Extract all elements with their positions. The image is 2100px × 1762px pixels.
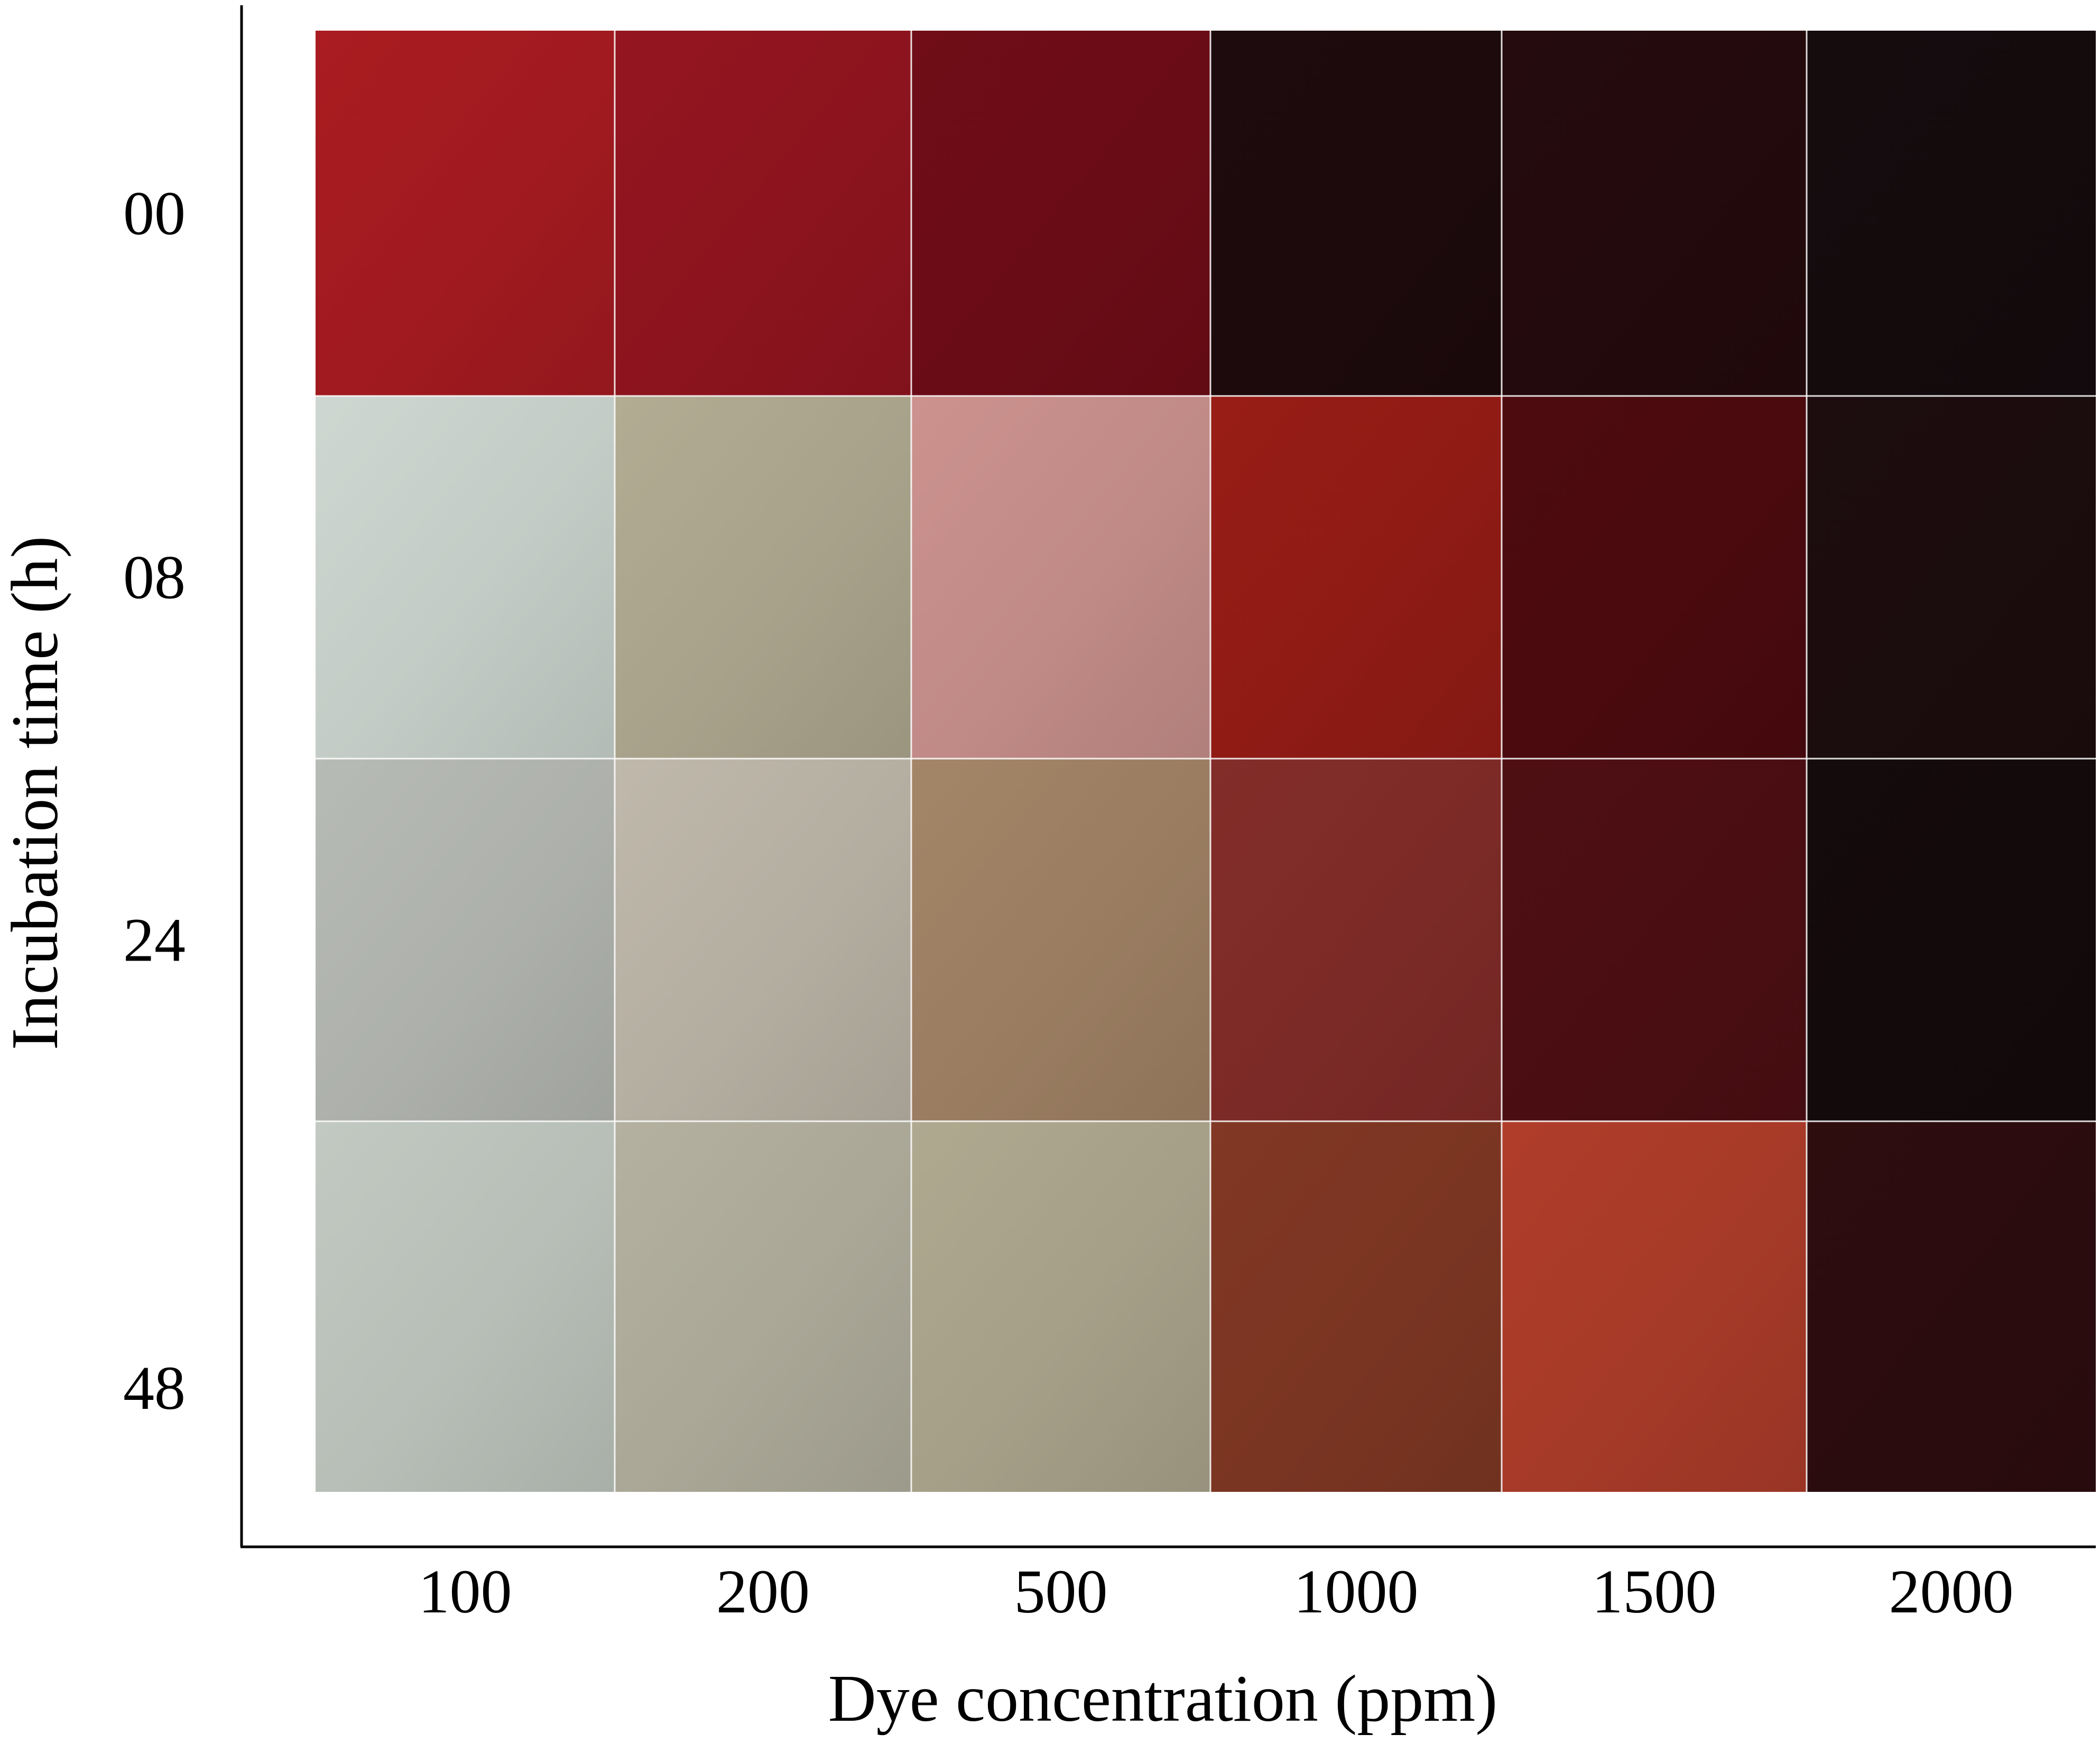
heatmap-cell-24h-200ppm <box>615 759 911 1121</box>
heatmap-cell-00h-2000ppm <box>1807 31 2096 396</box>
heatmap-cell-24h-2000ppm <box>1807 759 2096 1121</box>
y-axis-title: Incubation time (h) <box>0 536 72 1050</box>
heatmap-cell-24h-1000ppm <box>1210 759 1502 1121</box>
x-tick-label-2000: 2000 <box>1889 1557 2014 1626</box>
heatmap-cell-08h-1000ppm <box>1210 396 1502 759</box>
heatmap-cell-48h-200ppm <box>615 1121 911 1492</box>
heatmap-cell-00h-500ppm <box>911 31 1210 396</box>
y-tick-labels: 00 08 24 48 <box>123 179 186 1423</box>
x-tick-label-1000: 1000 <box>1294 1557 1419 1626</box>
heatmap-cell-08h-100ppm <box>316 396 615 759</box>
heatmap-cell-08h-500ppm <box>911 396 1210 759</box>
heatmap-cell-24h-1500ppm <box>1502 759 1807 1121</box>
heatmap-cell-08h-200ppm <box>615 396 911 759</box>
heatmap-cell-08h-1500ppm <box>1502 396 1807 759</box>
x-tick-label-200: 200 <box>716 1557 810 1626</box>
heatmap-cell-08h-2000ppm <box>1807 396 2096 759</box>
heatmap-cell-48h-100ppm <box>316 1121 615 1492</box>
x-tick-label-500: 500 <box>1014 1557 1108 1626</box>
cell-separators <box>316 31 2096 1492</box>
heatmap-cell-00h-1500ppm <box>1502 31 1807 396</box>
heatmap-cell-48h-1000ppm <box>1210 1121 1502 1492</box>
heatmap-cell-48h-2000ppm <box>1807 1121 2096 1492</box>
y-tick-label-00: 00 <box>123 179 186 248</box>
x-axis-title: Dye concentration (ppm) <box>828 1662 1498 1736</box>
x-tick-labels: 100 200 500 1000 1500 2000 <box>419 1557 2014 1626</box>
heatmap-cell-24h-500ppm <box>911 759 1210 1121</box>
heatmap-cell-00h-1000ppm <box>1210 31 1502 396</box>
y-tick-label-48: 48 <box>123 1353 186 1423</box>
cells-layer <box>316 31 2096 1492</box>
x-tick-label-1500: 1500 <box>1592 1557 1717 1626</box>
heatmap-cell-24h-100ppm <box>316 759 615 1121</box>
y-tick-label-24: 24 <box>123 906 186 975</box>
heatmap-cell-00h-100ppm <box>316 31 615 396</box>
heatmap-cell-48h-1500ppm <box>1502 1121 1807 1492</box>
heatmap-cell-00h-200ppm <box>615 31 911 396</box>
heatmap-cell-48h-500ppm <box>911 1121 1210 1492</box>
x-tick-label-100: 100 <box>419 1557 512 1626</box>
y-tick-label-08: 08 <box>123 543 186 612</box>
